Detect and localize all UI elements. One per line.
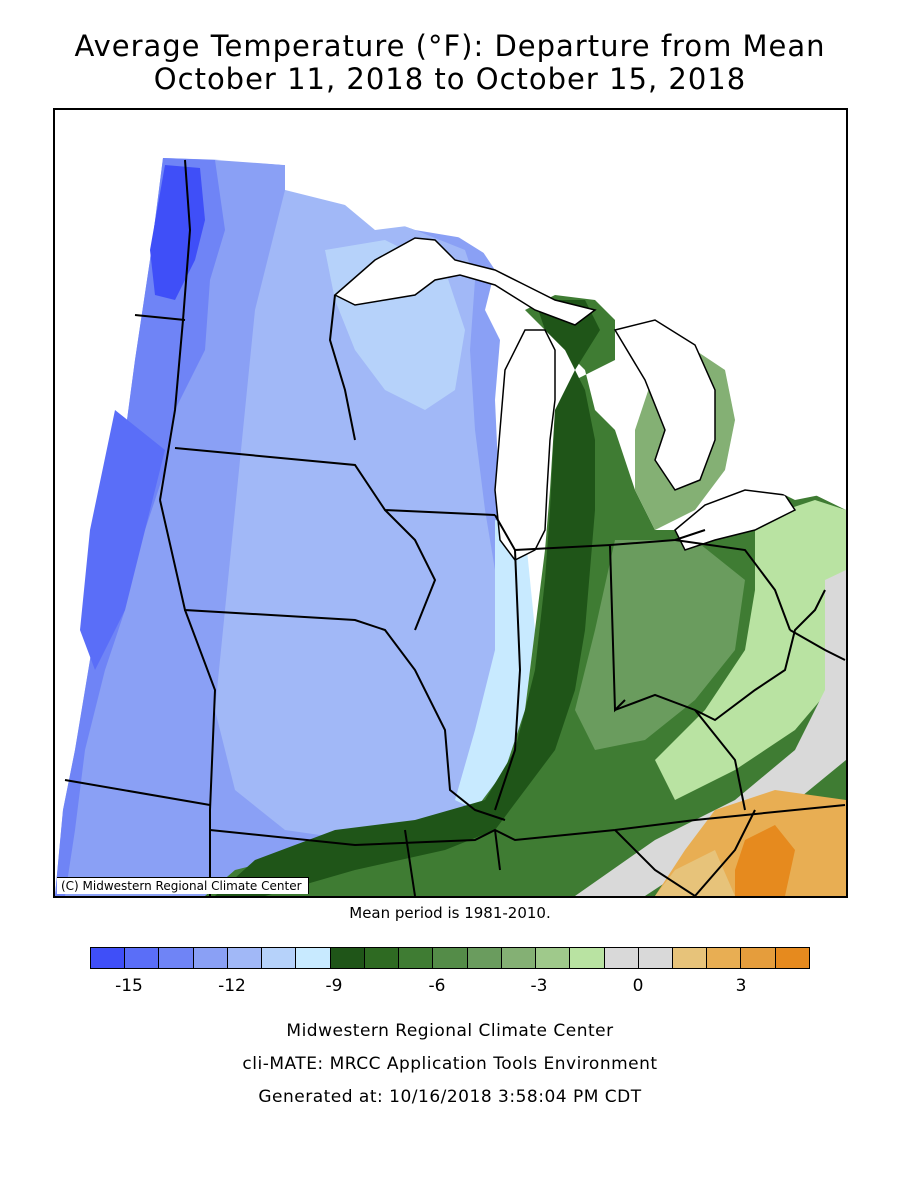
- legend-swatch: [125, 948, 160, 968]
- legend-tick-label: -3: [530, 976, 548, 996]
- footer-generated-timestamp: Generated at: 10/16/2018 3:58:04 PM CDT: [258, 1087, 642, 1107]
- color-legend: [90, 947, 810, 969]
- canada-region: [215, 110, 845, 500]
- temperature-departure-map: (C) Midwestern Regional Climate Center: [53, 108, 848, 898]
- legend-swatch: [501, 948, 537, 968]
- lake-michigan: [494, 329, 556, 561]
- legend-swatch: [570, 948, 605, 968]
- map-region-warm-edge: [655, 850, 735, 896]
- legend-swatch: [536, 948, 571, 968]
- legend-swatch: [604, 948, 639, 968]
- legend-swatch: [330, 948, 365, 968]
- legend-tick-label: -15: [115, 976, 143, 996]
- legend-tick-label: -6: [428, 976, 446, 996]
- lake-erie: [674, 489, 797, 551]
- lake-superior: [333, 237, 597, 326]
- legend-swatch: [262, 948, 297, 968]
- legend-swatch: [364, 948, 400, 968]
- legend-swatch: [91, 948, 126, 968]
- legend-swatch: [296, 948, 331, 968]
- map-date-range: October 11, 2018 to October 15, 2018: [153, 62, 747, 96]
- map-region-mid-green: [575, 540, 745, 750]
- mean-period-note: Mean period is 1981-2010.: [349, 904, 551, 922]
- map-region-coldest-core: [150, 165, 205, 300]
- lake-huron: [613, 319, 716, 491]
- map-region-warmest: [735, 825, 795, 896]
- legend-swatch: [159, 948, 194, 968]
- map-copyright: (C) Midwestern Regional Climate Center: [57, 877, 309, 894]
- legend-swatch: [227, 948, 263, 968]
- map-region-lighter-green: [655, 500, 846, 800]
- legend-swatch: [193, 948, 228, 968]
- legend-swatch: [467, 948, 502, 968]
- legend-swatch: [775, 948, 809, 968]
- map-canvas: [55, 110, 846, 896]
- legend-swatch: [672, 948, 708, 968]
- legend-swatch: [638, 948, 673, 968]
- map-region-cold-west-lower: [80, 410, 165, 670]
- footer-organization: Midwestern Regional Climate Center: [286, 1021, 614, 1041]
- legend-tick-label: 0: [632, 976, 644, 996]
- legend-swatch: [399, 948, 434, 968]
- legend-tick-label: -9: [325, 976, 343, 996]
- legend-swatch: [707, 948, 742, 968]
- legend-tick-label: -12: [218, 976, 246, 996]
- legend-tick-label: 3: [735, 976, 747, 996]
- state-boundaries: [64, 159, 846, 896]
- legend-swatch: [741, 948, 776, 968]
- map-title: Average Temperature (°F): Departure from…: [74, 29, 826, 63]
- footer-tool-name: cli-MATE: MRCC Application Tools Environ…: [242, 1054, 658, 1074]
- legend-swatch: [433, 948, 468, 968]
